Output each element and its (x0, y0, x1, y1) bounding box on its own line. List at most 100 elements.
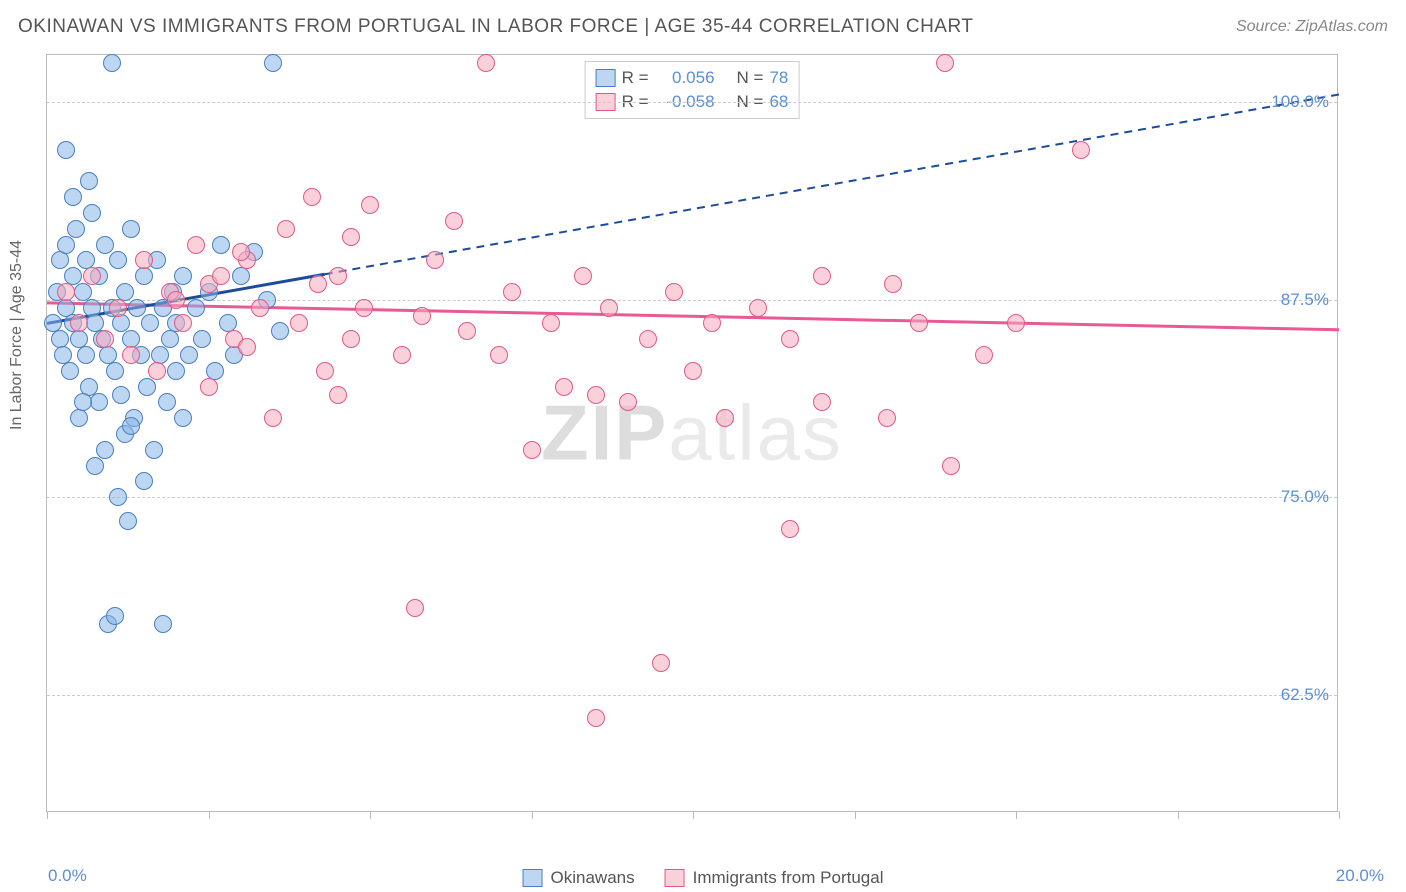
data-point (57, 141, 75, 159)
legend-label-okinawans: Okinawans (551, 868, 635, 888)
x-tick (1339, 811, 1340, 819)
n-label: N = (737, 68, 764, 88)
data-point (458, 322, 476, 340)
gridline (47, 300, 1337, 301)
data-point (122, 220, 140, 238)
data-point (135, 251, 153, 269)
swatch-portugal (665, 869, 685, 887)
data-point (200, 378, 218, 396)
data-point (80, 172, 98, 190)
data-point (445, 212, 463, 230)
data-point (119, 512, 137, 530)
data-point (878, 409, 896, 427)
data-point (128, 299, 146, 317)
swatch-okinawans (596, 69, 616, 87)
x-tick (855, 811, 856, 819)
data-point (942, 457, 960, 475)
series-legend: Okinawans Immigrants from Portugal (523, 868, 884, 888)
data-point (587, 386, 605, 404)
data-point (70, 314, 88, 332)
chart-plot-area: ZIPatlas R = 0.056 N = 78 R = -0.058 N =… (46, 54, 1338, 812)
data-point (64, 188, 82, 206)
data-point (781, 520, 799, 538)
data-point (57, 236, 75, 254)
data-point (180, 346, 198, 364)
data-point (138, 378, 156, 396)
data-point (426, 251, 444, 269)
data-point (329, 386, 347, 404)
data-point (406, 599, 424, 617)
legend-item-okinawans: Okinawans (523, 868, 635, 888)
legend-label-portugal: Immigrants from Portugal (693, 868, 884, 888)
data-point (70, 409, 88, 427)
gridline (47, 695, 1337, 696)
data-point (813, 267, 831, 285)
x-tick (370, 811, 371, 819)
data-point (393, 346, 411, 364)
data-point (174, 314, 192, 332)
data-point (936, 54, 954, 72)
data-point (57, 283, 75, 301)
data-point (684, 362, 702, 380)
watermark-zip: ZIP (541, 389, 668, 477)
data-point (884, 275, 902, 293)
data-point (251, 299, 269, 317)
n-value: 78 (769, 68, 788, 88)
source-label: Source: ZipAtlas.com (1236, 18, 1388, 36)
data-point (212, 267, 230, 285)
data-point (145, 441, 163, 459)
data-point (716, 409, 734, 427)
y-axis-label: In Labor Force | Age 35-44 (8, 240, 26, 430)
legend-item-portugal: Immigrants from Portugal (665, 868, 884, 888)
data-point (122, 417, 140, 435)
data-point (619, 393, 637, 411)
x-tick (532, 811, 533, 819)
data-point (413, 307, 431, 325)
data-point (74, 393, 92, 411)
data-point (51, 251, 69, 269)
data-point (342, 330, 360, 348)
data-point (355, 299, 373, 317)
data-point (555, 378, 573, 396)
data-point (542, 314, 560, 332)
data-point (90, 393, 108, 411)
data-point (639, 330, 657, 348)
y-tick-label: 100.0% (1271, 92, 1329, 112)
data-point (503, 283, 521, 301)
x-tick (1178, 811, 1179, 819)
data-point (161, 330, 179, 348)
data-point (77, 346, 95, 364)
r-label: R = (622, 68, 649, 88)
data-point (290, 314, 308, 332)
data-point (1007, 314, 1025, 332)
gridline (47, 102, 1337, 103)
data-point (174, 409, 192, 427)
data-point (122, 346, 140, 364)
data-point (148, 362, 166, 380)
x-max-label: 20.0% (1336, 866, 1384, 886)
data-point (135, 267, 153, 285)
data-point (271, 322, 289, 340)
data-point (106, 607, 124, 625)
data-point (303, 188, 321, 206)
data-point (652, 654, 670, 672)
data-point (167, 362, 185, 380)
data-point (187, 236, 205, 254)
stats-legend: R = 0.056 N = 78 R = -0.058 N = 68 (585, 61, 800, 119)
data-point (781, 330, 799, 348)
trendlines-svg (47, 55, 1339, 813)
data-point (141, 314, 159, 332)
data-point (174, 267, 192, 285)
data-point (574, 267, 592, 285)
r-value: 0.056 (655, 68, 715, 88)
data-point (342, 228, 360, 246)
chart-title: OKINAWAN VS IMMIGRANTS FROM PORTUGAL IN … (18, 16, 973, 38)
data-point (103, 54, 121, 72)
data-point (96, 441, 114, 459)
x-tick (1016, 811, 1017, 819)
data-point (523, 441, 541, 459)
data-point (361, 196, 379, 214)
data-point (83, 204, 101, 222)
data-point (109, 299, 127, 317)
data-point (309, 275, 327, 293)
